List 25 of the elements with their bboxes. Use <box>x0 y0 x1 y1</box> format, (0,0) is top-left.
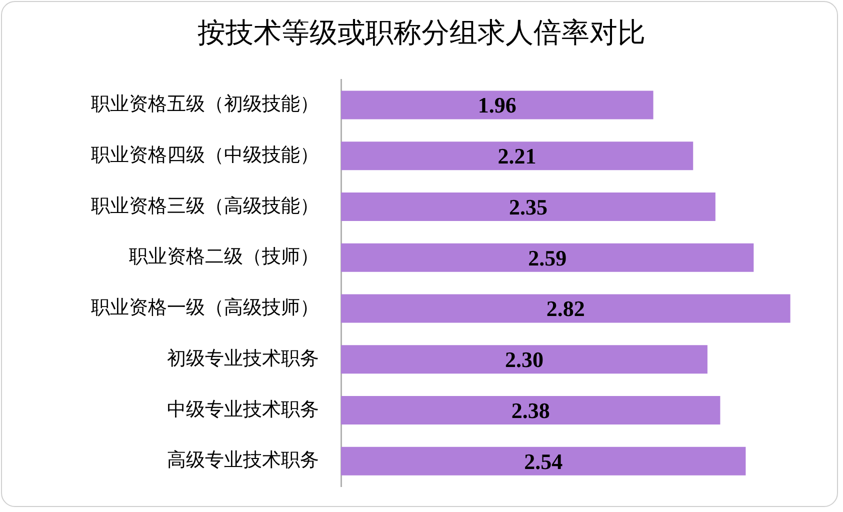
bar <box>341 142 694 170</box>
y-tick-label: 初级专业技术职务 <box>167 347 319 370</box>
y-tick-label: 中级专业技术职务 <box>167 399 319 420</box>
bar <box>341 90 654 120</box>
y-tick-label: 职业资格一级（高级技师） <box>91 296 319 319</box>
data-label: 2.35 <box>508 194 548 220</box>
bar <box>341 192 716 222</box>
y-tick-label: 职业资格三级（高级技能） <box>91 194 319 217</box>
y-tick-label: 职业资格四级（中级技能） <box>91 144 319 166</box>
data-label: 1.96 <box>478 92 516 118</box>
y-tick-label: 职业资格二级（技师） <box>129 246 319 268</box>
y-tick-label: 高级专业技术职务 <box>167 449 319 472</box>
data-label: 2.30 <box>504 347 544 372</box>
data-label: 2.82 <box>546 296 585 322</box>
bar <box>341 243 754 272</box>
data-label: 2.38 <box>511 398 550 423</box>
bar <box>341 446 746 476</box>
chart-title: 按技术等级或职称分组求人倍率对比 <box>198 18 646 50</box>
data-label: 2.54 <box>524 448 563 474</box>
bar <box>341 345 708 374</box>
data-label: 2.59 <box>528 245 567 270</box>
bar <box>341 396 720 425</box>
y-tick-label: 职业资格五级（初级技能） <box>91 93 319 116</box>
data-label: 2.21 <box>498 144 536 169</box>
bar <box>341 294 790 323</box>
